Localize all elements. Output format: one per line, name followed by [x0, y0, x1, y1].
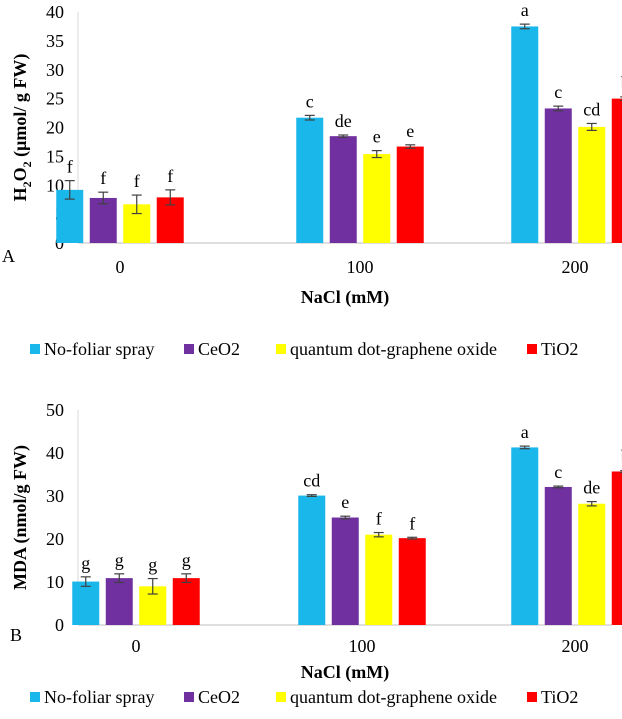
y-tick-label: 30	[46, 486, 64, 506]
bar-tio2-200	[611, 98, 622, 243]
y-tick-label: 0	[55, 615, 64, 635]
panel-label: A	[2, 246, 15, 266]
bar-tio2-100	[398, 538, 426, 625]
significance-letter: e	[406, 121, 414, 141]
bar-tio2-100	[396, 146, 424, 243]
y-tick-label: 50	[46, 400, 64, 420]
legend-swatch	[276, 344, 286, 354]
significance-letter: a	[521, 422, 529, 442]
panel-label: B	[10, 625, 22, 645]
y-tick-label: 20	[46, 118, 64, 138]
significance-letter: g	[182, 550, 191, 570]
significance-letter: f	[67, 157, 73, 177]
significance-letter: cd	[583, 99, 600, 119]
significance-letter: c	[554, 82, 562, 102]
y-tick-label: 40	[46, 2, 64, 22]
y-tick-label: 20	[46, 529, 64, 549]
x-tick-label: 200	[562, 636, 589, 656]
significance-letter: c	[306, 91, 314, 111]
legend-label: quantum dot-graphene oxide	[290, 339, 497, 359]
bar-quantum-dot-graphene-oxide-200	[578, 503, 606, 625]
significance-letter: cd	[303, 471, 320, 491]
x-axis-label: NaCl (mM)	[301, 287, 389, 308]
y-axis-label-part: O	[10, 167, 30, 181]
significance-letter: e	[341, 492, 349, 512]
significance-letter: de	[335, 111, 352, 131]
legend-swatch	[184, 344, 194, 354]
legend-swatch	[184, 692, 194, 702]
legend-swatch	[276, 692, 286, 702]
significance-letter: f	[100, 168, 106, 188]
bar-quantum-dot-graphene-oxide-100	[365, 534, 393, 625]
significance-letter: b	[621, 447, 622, 467]
significance-letter: de	[583, 478, 600, 498]
legend-label: quantum dot-graphene oxide	[290, 687, 497, 707]
bar-no-foliar-spray-200	[511, 447, 539, 625]
bar-ceo2-100	[331, 517, 359, 625]
significance-letter: e	[373, 127, 381, 147]
bar-no-foliar-spray-0	[72, 581, 100, 625]
bar-tio2-200	[611, 471, 622, 625]
legend-label: CeO2	[198, 339, 240, 359]
y-axis-label-part: (μmol/ g FW)	[10, 54, 31, 162]
y-axis-label: H2O2 (μmol/ g FW)	[10, 54, 34, 202]
significance-letter: c	[554, 462, 562, 482]
significance-letter: g	[81, 553, 90, 573]
y-tick-label: 30	[46, 60, 64, 80]
significance-letter: g	[148, 555, 157, 575]
bar-quantum-dot-graphene-oxide-200	[578, 126, 606, 243]
chart-panel-a: 0510152025303540H2O2 (μmol/ g FW)ffff0cd…	[2, 0, 622, 359]
y-tick-label: 35	[46, 31, 64, 51]
bar-no-foliar-spray-200	[511, 26, 539, 243]
x-tick-label: 0	[116, 257, 125, 277]
bar-tio2-0	[172, 578, 200, 625]
significance-letter: g	[115, 550, 124, 570]
bar-ceo2-100	[329, 136, 357, 243]
y-axis-label-part: 2	[20, 161, 34, 167]
x-tick-label: 100	[349, 636, 376, 656]
x-tick-label: 100	[347, 257, 374, 277]
legend-label: TiO2	[541, 339, 578, 359]
y-tick-label: 15	[46, 146, 64, 166]
y-axis-label: MDA (nmol/g FW)	[10, 445, 31, 590]
significance-letter: b	[621, 73, 622, 93]
bar-ceo2-0	[105, 578, 133, 625]
x-axis-label: NaCl (mM)	[301, 662, 389, 683]
y-axis-label-part: 2	[20, 181, 34, 187]
legend: No-foliar spray CeO2 quantum dot-graphene …	[30, 339, 578, 359]
legend: No-foliar spray CeO2 quantum dot-graphene …	[30, 687, 578, 707]
legend-label: TiO2	[541, 687, 578, 707]
significance-letter: f	[376, 509, 382, 529]
legend-label: No-foliar spray	[44, 687, 154, 707]
legend-swatch	[30, 344, 40, 354]
bar-ceo2-200	[544, 486, 572, 625]
legend-label: CeO2	[198, 687, 240, 707]
bar-ceo2-200	[544, 108, 572, 243]
significance-letter: f	[167, 166, 173, 186]
significance-letter: f	[134, 171, 140, 191]
legend-swatch	[527, 692, 537, 702]
y-axis-label-part: H	[10, 187, 30, 201]
y-tick-label: 40	[46, 443, 64, 463]
significance-letter: a	[521, 0, 529, 20]
legend-swatch	[527, 344, 537, 354]
y-tick-label: 10	[46, 572, 64, 592]
bar-no-foliar-spray-100	[298, 495, 326, 625]
bar-ceo2-0	[89, 197, 117, 243]
bar-quantum-dot-graphene-oxide-100	[363, 154, 391, 243]
significance-letter: f	[409, 513, 415, 533]
x-tick-label: 0	[132, 636, 141, 656]
y-tick-label: 25	[46, 89, 64, 109]
x-tick-label: 200	[562, 257, 589, 277]
legend-label: No-foliar spray	[44, 339, 154, 359]
bar-no-foliar-spray-100	[296, 117, 324, 243]
legend-swatch	[30, 692, 40, 702]
